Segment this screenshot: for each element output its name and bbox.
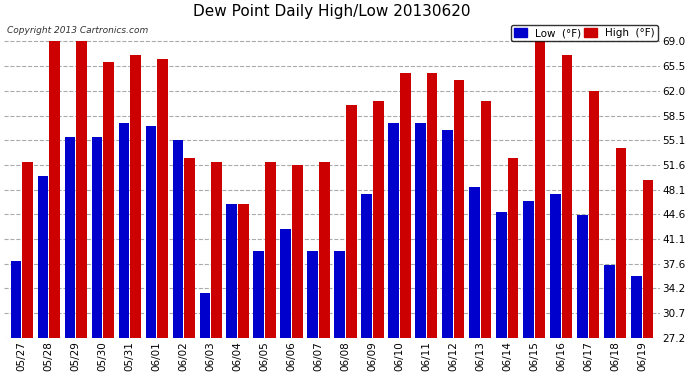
Bar — [280, 230, 291, 338]
Bar — [550, 194, 561, 338]
Bar — [238, 204, 248, 338]
Bar — [130, 55, 141, 338]
Bar — [92, 137, 102, 338]
Bar — [265, 162, 275, 338]
Bar — [211, 162, 221, 338]
Bar — [253, 251, 264, 338]
Bar — [578, 215, 588, 338]
Bar — [362, 194, 372, 338]
Bar — [103, 62, 114, 338]
Bar — [604, 265, 615, 338]
Bar — [10, 261, 21, 338]
Bar — [642, 180, 653, 338]
Bar — [226, 204, 237, 338]
Bar — [184, 158, 195, 338]
Bar — [469, 187, 480, 338]
Bar — [508, 158, 518, 338]
Bar — [146, 126, 157, 338]
Bar — [346, 105, 357, 338]
Bar — [76, 41, 87, 338]
Bar — [442, 130, 453, 338]
Bar — [335, 251, 345, 338]
Bar — [426, 73, 437, 338]
Bar — [49, 41, 60, 338]
Bar — [589, 91, 600, 338]
Bar — [388, 123, 400, 338]
Bar — [523, 201, 534, 338]
Bar — [631, 276, 642, 338]
Text: Copyright 2013 Cartronics.com: Copyright 2013 Cartronics.com — [8, 26, 148, 35]
Bar — [373, 101, 384, 338]
Bar — [319, 162, 330, 338]
Bar — [481, 101, 491, 338]
Bar — [22, 162, 32, 338]
Bar — [562, 55, 573, 338]
Bar — [308, 251, 318, 338]
Bar — [65, 137, 75, 338]
Bar — [453, 80, 464, 338]
Title: Dew Point Daily High/Low 20130620: Dew Point Daily High/Low 20130620 — [193, 4, 471, 19]
Bar — [496, 211, 507, 338]
Bar — [119, 123, 129, 338]
Legend: Low  (°F), High  (°F): Low (°F), High (°F) — [511, 25, 658, 42]
Bar — [292, 165, 303, 338]
Bar — [172, 141, 184, 338]
Bar — [157, 58, 168, 338]
Bar — [415, 123, 426, 338]
Bar — [38, 176, 48, 338]
Bar — [535, 41, 545, 338]
Bar — [199, 293, 210, 338]
Bar — [400, 73, 411, 338]
Bar — [615, 148, 627, 338]
